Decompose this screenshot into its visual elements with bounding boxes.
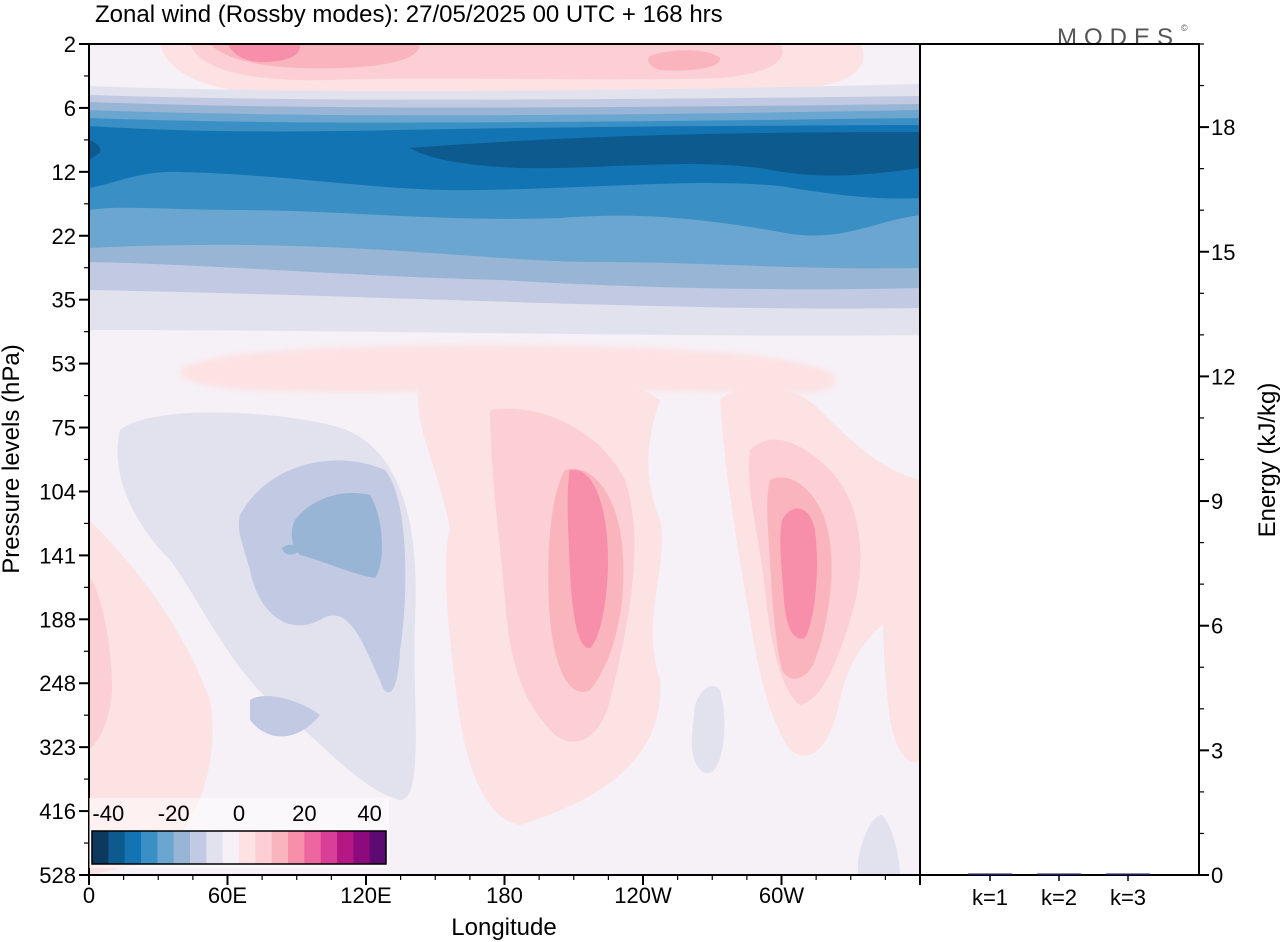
y-tick-label: 323 xyxy=(39,735,76,760)
x-tick-label: 120W xyxy=(614,883,672,908)
contour-fill xyxy=(250,695,320,737)
colorbar-swatch xyxy=(173,831,191,864)
energy-x-tick-label: k=2 xyxy=(1041,885,1077,910)
colorbar-swatch xyxy=(320,831,338,864)
colorbar-tick-label: -40 xyxy=(92,801,124,826)
colorbar-tick-label: 40 xyxy=(357,801,381,826)
zonal-wind-heatmap xyxy=(89,44,920,875)
x-tick-label: 0 xyxy=(83,883,95,908)
colorbar-tick-label: -20 xyxy=(158,801,190,826)
energy-panel: 0 3 6 9 12 15 18 k=1 k=2 k=3 Energy (kJ/kg) xyxy=(919,43,1280,910)
colorbar-swatch xyxy=(369,831,387,864)
energy-panel-frame xyxy=(919,43,1200,876)
contour-fill xyxy=(780,508,817,639)
upper-positive-band xyxy=(160,44,864,95)
colorbar-tick-label: 0 xyxy=(233,801,245,826)
colorbar-swatch xyxy=(353,831,371,864)
energy-tick-label: 3 xyxy=(1211,738,1223,763)
contour-fill xyxy=(282,544,299,555)
energy-tick-label: 18 xyxy=(1211,115,1235,140)
energy-y-axis: 0 3 6 9 12 15 18 xyxy=(1199,43,1235,888)
colorbar-swatch xyxy=(255,831,273,864)
energy-axis-label: Energy (kJ/kg) xyxy=(1254,383,1280,538)
y-tick-label: 141 xyxy=(39,543,76,568)
negative-patch-bottom xyxy=(858,815,900,875)
energy-tick-label: 0 xyxy=(1211,863,1223,888)
energy-x-axis: k=1 k=2 k=3 xyxy=(972,875,1146,910)
colorbar-swatch xyxy=(222,831,240,864)
contour-fill xyxy=(89,520,213,875)
y-tick-label: 2 xyxy=(64,32,76,57)
chart-title: Zonal wind (Rossby modes): 27/05/2025 00… xyxy=(95,1,723,28)
contour-fill xyxy=(567,469,608,649)
colorbar-swatch xyxy=(304,831,322,864)
colorbar-frame xyxy=(91,830,387,865)
y-tick-label: 104 xyxy=(39,479,76,504)
colorbar: -40 -20 0 20 40 xyxy=(89,798,389,868)
energy-tick-label: 9 xyxy=(1211,489,1223,514)
y-tick-label: 22 xyxy=(52,224,76,249)
energy-tick-label: 6 xyxy=(1211,614,1223,639)
heatmap-x-axis: 0 60E 120E 180 120W 60W xyxy=(83,875,921,908)
x-axis-label: Longitude xyxy=(451,914,556,941)
colorbar-swatch xyxy=(206,831,224,864)
y-tick-label: 528 xyxy=(39,863,76,888)
stratospheric-negative-band xyxy=(89,84,920,336)
brand-mark: © xyxy=(1181,23,1188,33)
contour-fill xyxy=(410,132,920,176)
colorbar-swatch xyxy=(108,831,126,864)
x-tick-label: 180 xyxy=(486,883,523,908)
energy-tick-label: 12 xyxy=(1211,364,1235,389)
contour-fill xyxy=(228,44,301,62)
colorbar-swatch xyxy=(92,831,109,864)
y-axis-label: Pressure levels (hPa) xyxy=(0,344,25,573)
positive-cell-west xyxy=(720,386,920,763)
energy-tick-label: 15 xyxy=(1211,240,1235,265)
x-tick-label: 60W xyxy=(759,883,804,908)
y-tick-label: 416 xyxy=(39,799,76,824)
contour-fill xyxy=(89,140,101,160)
x-tick-label: 60E xyxy=(208,883,247,908)
y-tick-label: 6 xyxy=(64,96,76,121)
colorbar-tick-label: 20 xyxy=(292,801,316,826)
energy-bar xyxy=(968,873,1012,875)
y-tick-label: 35 xyxy=(52,288,76,313)
contour-fill xyxy=(648,50,721,71)
colorbar-swatch xyxy=(190,831,207,864)
energy-bar xyxy=(1037,873,1081,875)
colorbar-swatch xyxy=(124,831,142,864)
colorbar-swatch xyxy=(141,831,158,864)
positive-cell-central xyxy=(417,367,663,825)
y-tick-label: 188 xyxy=(39,607,76,632)
heatmap-y-axis: 2 6 12 22 35 53 75 104 141 188 248 323 416 528 xyxy=(39,32,89,888)
x-tick-label: 120E xyxy=(340,883,391,908)
negative-patch-lower xyxy=(691,685,725,774)
energy-x-tick-label: k=1 xyxy=(972,885,1008,910)
colorbar-swatch xyxy=(288,831,305,864)
contour-fill xyxy=(882,555,920,763)
y-tick-label: 75 xyxy=(52,416,76,441)
negative-cell-east xyxy=(117,412,416,800)
lower-left-positive xyxy=(89,520,213,875)
y-tick-label: 53 xyxy=(52,352,76,377)
energy-bars xyxy=(968,873,1150,875)
colorbar-swatch xyxy=(271,831,289,864)
contour-fill xyxy=(291,492,382,578)
y-tick-label: 12 xyxy=(52,160,76,185)
colorbar-swatch xyxy=(239,831,256,864)
colorbar-swatch xyxy=(337,831,354,864)
energy-bar xyxy=(1106,873,1150,875)
contour-fill xyxy=(89,575,112,750)
energy-x-tick-label: k=3 xyxy=(1110,885,1146,910)
y-tick-label: 248 xyxy=(39,671,76,696)
colorbar-swatch xyxy=(157,831,175,864)
